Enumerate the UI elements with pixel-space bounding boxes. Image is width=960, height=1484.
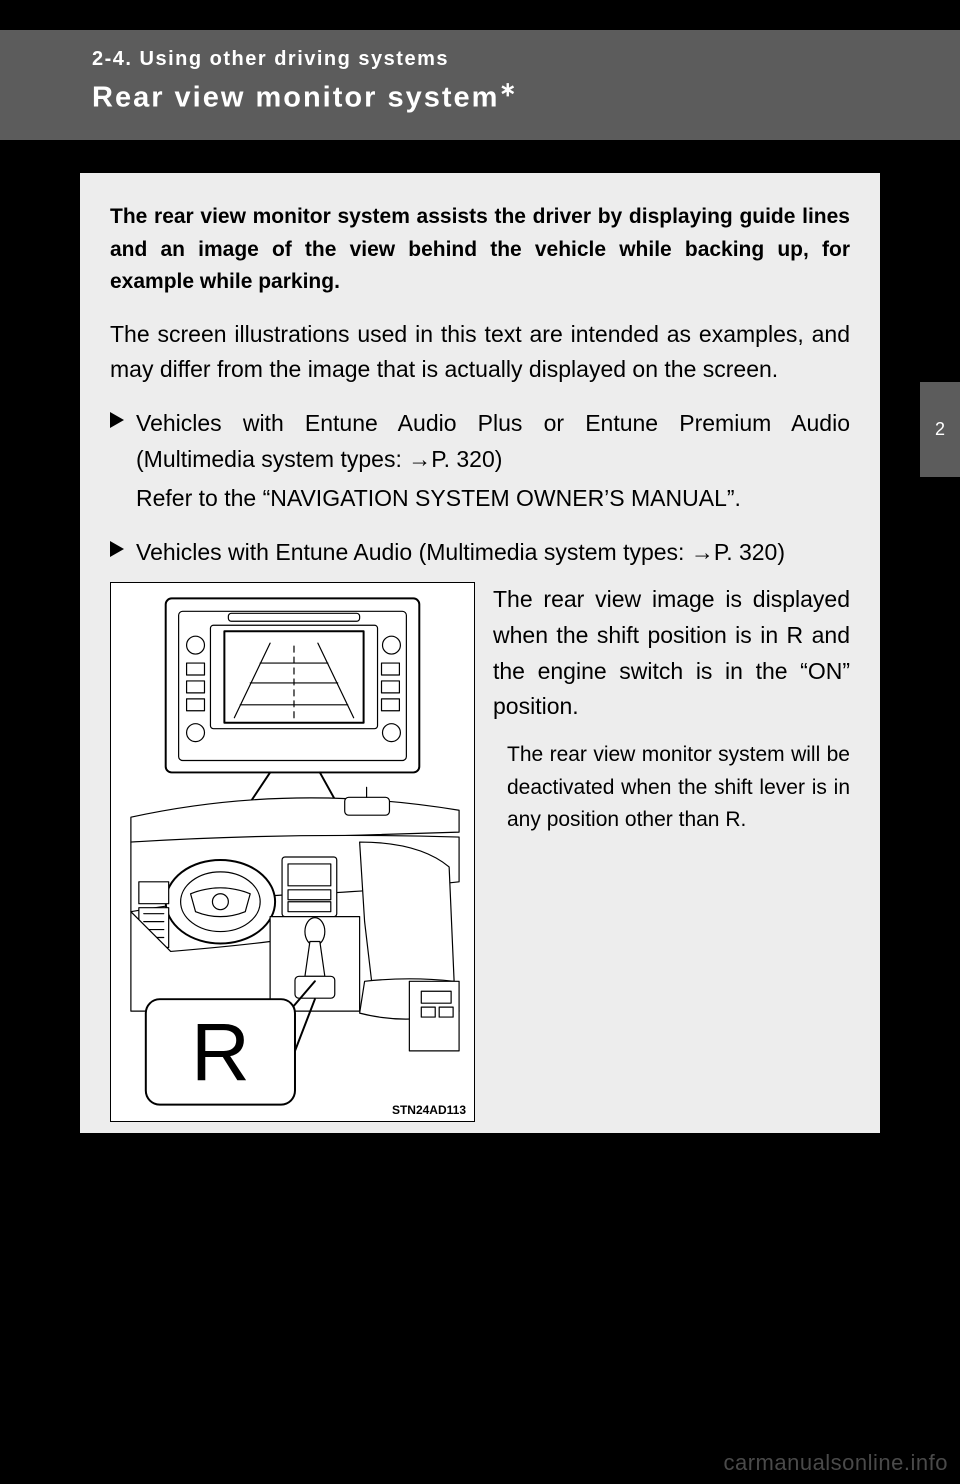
watermark-text: carmanualsonline.info [723,1450,948,1476]
page-title-asterisk: ∗ [499,79,518,101]
chapter-number: 2 [935,419,945,440]
bullet-1-text: Vehicles with Entune Audio Plus or Entun… [110,406,850,477]
page-title: Rear view monitor system∗ [92,77,960,115]
bullet-1-label: Vehicles with Entune Audio Plus or Entun… [136,410,850,472]
intro-plain-paragraph: The screen illustrations used in this te… [110,317,850,388]
triangle-bullet-icon [110,412,124,428]
bullet-1-subtext: Refer to the “NAVIGATION SYSTEM OWNER’S … [110,481,850,517]
section-label: 2-4. Using other driving systems [92,48,960,71]
dashboard-illustration-svg: R [111,583,474,1121]
figure-description-p2: The rear view monitor system will be dea… [493,739,850,837]
bullet-item-1: Vehicles with Entune Audio Plus or Entun… [110,406,850,517]
bullet-2-label: Vehicles with Entune Audio (Multimedia s… [136,539,785,565]
figure-row: R STN24AD113 The rear view image is disp… [110,582,850,1122]
figure-description-p1: The rear view image is displayed when th… [493,582,850,725]
bullet-item-2: Vehicles with Entune Audio (Multimedia s… [110,535,850,571]
content-panel: The rear view monitor system assists the… [80,173,880,1133]
illustration-figure: R STN24AD113 [110,582,475,1122]
bullet-2-text: Vehicles with Entune Audio (Multimedia s… [110,535,850,571]
page-header: 2-4. Using other driving systems Rear vi… [0,30,960,140]
figure-description: The rear view image is displayed when th… [493,582,850,1122]
shift-r-label: R [191,1008,250,1099]
chapter-thumb-tab: 2 [920,382,960,477]
triangle-bullet-icon [110,541,124,557]
page-title-text: Rear view monitor system [92,82,499,114]
figure-caption: STN24AD113 [392,1103,466,1117]
intro-bold-paragraph: The rear view monitor system assists the… [110,201,850,299]
